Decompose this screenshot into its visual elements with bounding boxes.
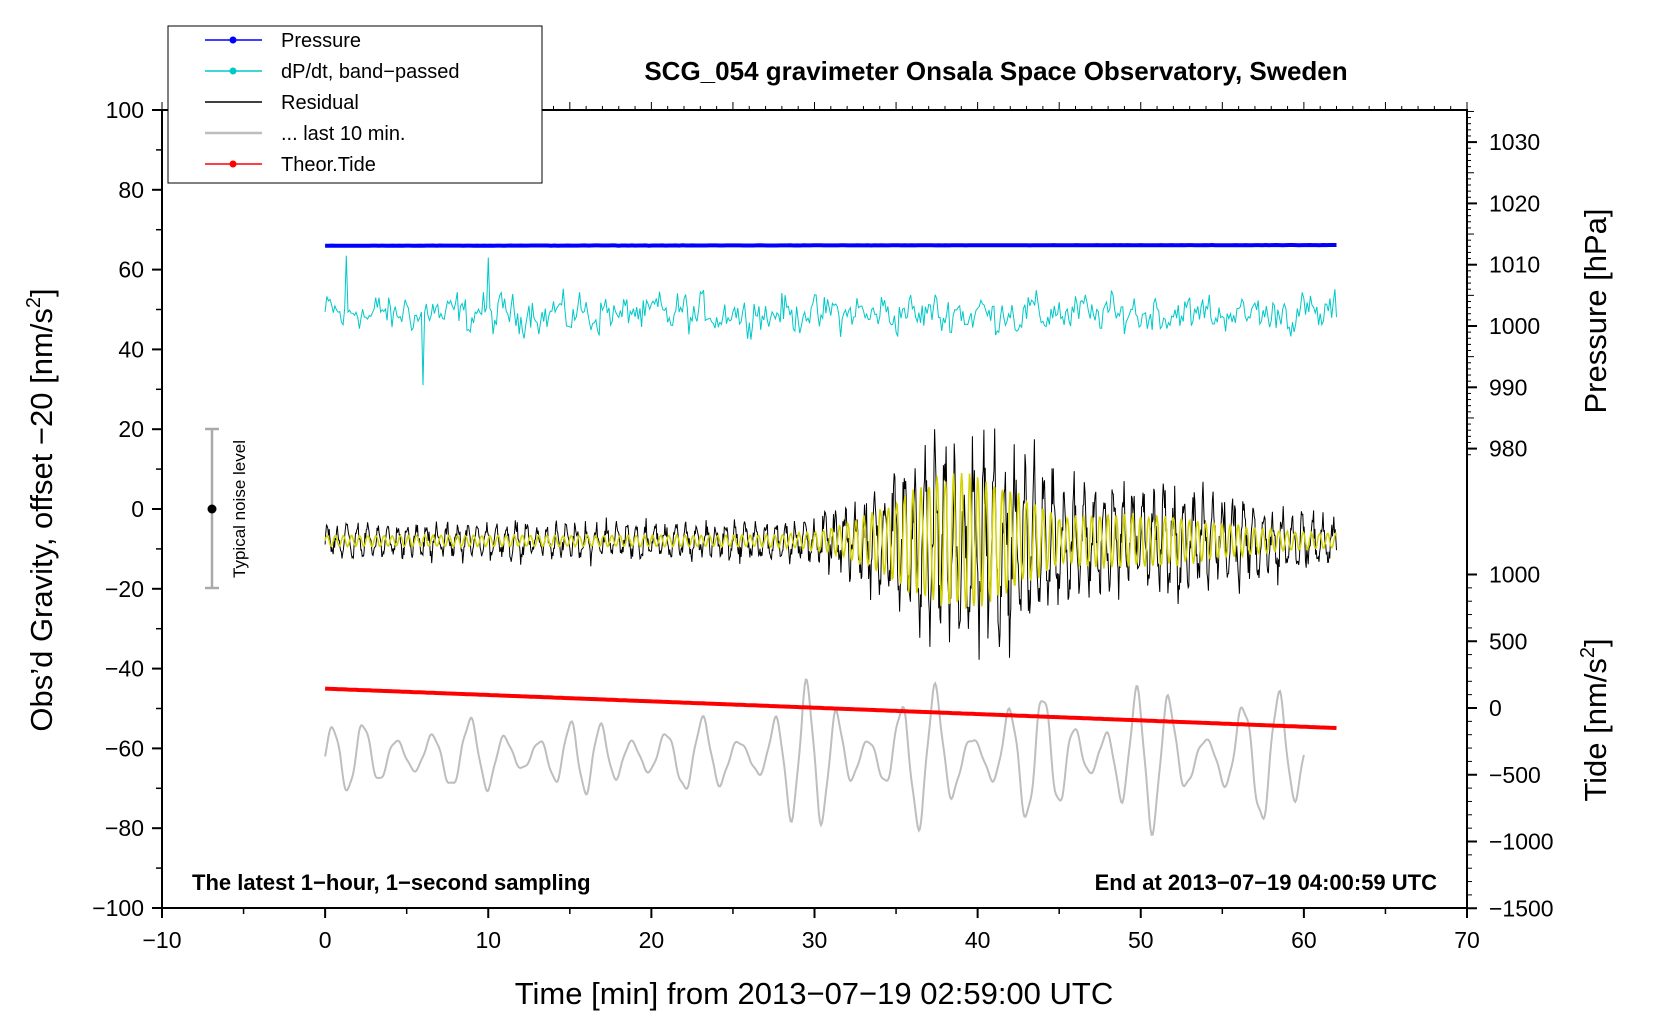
legend-label: Theor.Tide	[281, 154, 376, 176]
legend-marker	[230, 37, 237, 44]
y-tick-label: 20	[118, 416, 144, 442]
y-axis-title-end: ]	[24, 288, 59, 297]
x-tick-label: 60	[1291, 927, 1317, 953]
y-axis-title-main: Obs’d Gravity, offset −20 [nm/s	[24, 308, 59, 732]
tide-tick-label: 500	[1489, 628, 1527, 654]
pressure-tick-label: 1010	[1489, 252, 1540, 278]
pressure-tick-label: 1020	[1489, 190, 1540, 216]
y-axis-title-sup: 2	[23, 297, 45, 308]
pressure-tick-label: 980	[1489, 436, 1527, 462]
y-tick-label: −40	[105, 656, 144, 682]
noise-center-dot	[208, 505, 217, 514]
x-tick-label: −10	[142, 927, 181, 953]
x-tick-label: 50	[1128, 927, 1154, 953]
x-tick-label: 10	[475, 927, 501, 953]
legend-label: dP/dt, band−passed	[281, 61, 459, 83]
tide-tick-label: 1000	[1489, 562, 1540, 588]
x-axis-title: Time [min] from 2013−07−19 02:59:00 UTC	[515, 976, 1114, 1011]
pressure-tick-label: 1030	[1489, 129, 1540, 155]
tide-tick-label: −1500	[1489, 895, 1554, 921]
tide-axis-title-sup: 2	[1577, 647, 1599, 658]
pressure-series-line	[325, 245, 1336, 246]
y-tick-label: −100	[92, 895, 144, 921]
legend: Pressure dP/dt, band−passed Residual ... la…	[168, 26, 542, 183]
y-tick-label: 60	[118, 257, 144, 283]
legend-label: Pressure	[281, 30, 361, 52]
tide-axis-title-main: Tide [nm/s	[1578, 658, 1613, 802]
y-axis-title: Obs’d Gravity, offset −20 [nm/s2]	[23, 288, 59, 731]
y-tick-label: −20	[105, 576, 144, 602]
chart-title: SCG_054 gravimeter Onsala Space Observat…	[644, 56, 1347, 86]
left-note: The latest 1−hour, 1−second sampling	[192, 870, 591, 895]
right-note: End at 2013−07−19 04:00:59 UTC	[1095, 870, 1438, 895]
y-tick-label: 40	[118, 336, 144, 362]
x-tick-label: 0	[319, 927, 332, 953]
y-tick-label: −60	[105, 735, 144, 761]
y-tick-label: 100	[106, 97, 144, 123]
tide-tick-label: 0	[1489, 695, 1502, 721]
y-tick-label: 80	[118, 177, 144, 203]
x-tick-label: 20	[639, 927, 665, 953]
legend-label: ... last 10 min.	[281, 123, 406, 145]
y-tick-label: 0	[131, 496, 144, 522]
tide-axis-title-end: ]	[1578, 638, 1613, 647]
x-tick-label: 30	[802, 927, 828, 953]
legend-marker	[230, 161, 237, 168]
x-tick-label: 40	[965, 927, 991, 953]
pressure-tick-label: 990	[1489, 374, 1527, 400]
gravimeter-chart: SCG_054 gravimeter Onsala Space Observat…	[0, 0, 1660, 1020]
pressure-tick-label: 1000	[1489, 313, 1540, 339]
noise-label: Typical noise level	[230, 440, 249, 578]
legend-label: Residual	[281, 92, 359, 114]
pressure-axis-title: Pressure [hPa]	[1578, 208, 1613, 413]
tide-tick-label: −500	[1489, 762, 1541, 788]
x-tick-label: 70	[1454, 927, 1480, 953]
tide-axis-title: Tide [nm/s2]	[1577, 638, 1613, 801]
y-tick-label: −80	[105, 815, 144, 841]
legend-marker	[230, 68, 237, 75]
tide-tick-label: −1000	[1489, 829, 1554, 855]
